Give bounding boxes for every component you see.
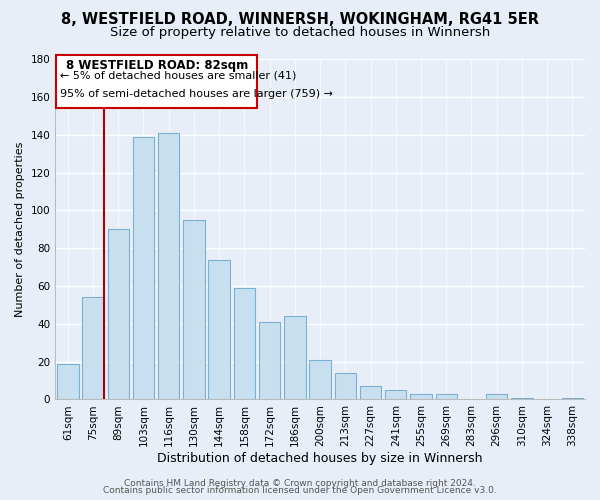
Bar [360, 386, 381, 400]
Bar [183, 220, 205, 400]
Bar [57, 364, 79, 400]
Bar [259, 322, 280, 400]
Bar [158, 133, 179, 400]
Bar [284, 316, 305, 400]
Text: 95% of semi-detached houses are larger (759) →: 95% of semi-detached houses are larger (… [60, 88, 333, 99]
Y-axis label: Number of detached properties: Number of detached properties [15, 142, 25, 317]
Text: Contains public sector information licensed under the Open Government Licence v3: Contains public sector information licen… [103, 486, 497, 495]
Bar [436, 394, 457, 400]
Bar [511, 398, 533, 400]
Text: Contains HM Land Registry data © Crown copyright and database right 2024.: Contains HM Land Registry data © Crown c… [124, 478, 476, 488]
X-axis label: Distribution of detached houses by size in Winnersh: Distribution of detached houses by size … [157, 452, 483, 465]
Bar [310, 360, 331, 400]
Bar [335, 373, 356, 400]
Bar [233, 288, 255, 400]
Bar [486, 394, 508, 400]
Text: Size of property relative to detached houses in Winnersh: Size of property relative to detached ho… [110, 26, 490, 39]
Bar [562, 398, 583, 400]
Bar [208, 260, 230, 400]
Bar [133, 137, 154, 400]
Bar [385, 390, 406, 400]
FancyBboxPatch shape [56, 56, 257, 108]
Text: ← 5% of detached houses are smaller (41): ← 5% of detached houses are smaller (41) [60, 70, 296, 81]
Text: 8, WESTFIELD ROAD, WINNERSH, WOKINGHAM, RG41 5ER: 8, WESTFIELD ROAD, WINNERSH, WOKINGHAM, … [61, 12, 539, 28]
Text: 8 WESTFIELD ROAD: 82sqm: 8 WESTFIELD ROAD: 82sqm [65, 60, 248, 72]
Bar [107, 230, 129, 400]
Bar [82, 298, 104, 400]
Bar [410, 394, 432, 400]
